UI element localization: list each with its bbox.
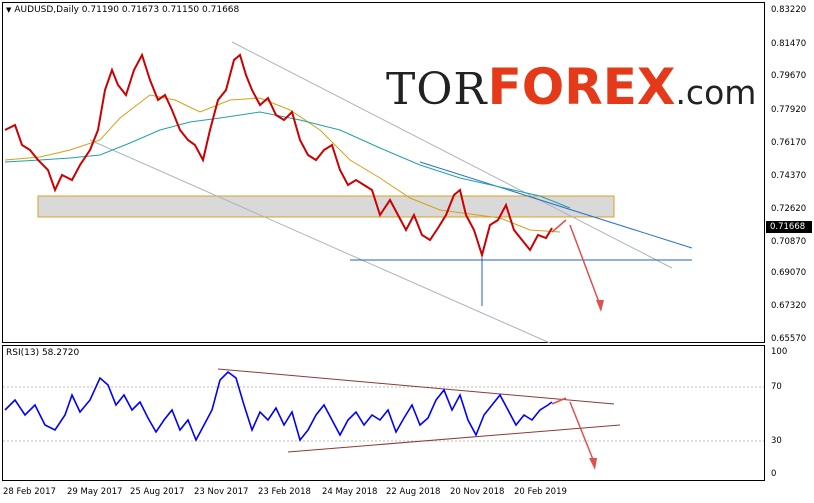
date-label: 22 Aug 2018	[386, 487, 441, 497]
current-price-badge: 0.71668	[766, 221, 812, 233]
torforex-logo: TORFOREX.com	[386, 58, 756, 116]
price-label: 0.70870	[771, 237, 807, 247]
price-candles	[4, 52, 553, 259]
rsi-level-label: 0	[771, 469, 777, 479]
date-label: 23 Feb 2018	[258, 487, 311, 497]
price-label: 0.83220	[771, 5, 807, 15]
price-label: 0.65570	[771, 334, 807, 344]
date-label: 24 May 2018	[322, 487, 378, 497]
price-label: 0.67320	[771, 301, 807, 311]
chart-title: ▼ AUDUSD,Daily 0.71190 0.71673 0.71150 0.…	[6, 5, 239, 15]
rsi-line	[4, 370, 553, 442]
date-label: 20 Nov 2018	[450, 487, 505, 497]
price-label: 0.72620	[771, 204, 807, 214]
date-label: 28 Feb 2017	[3, 487, 56, 497]
price-arrow-down-head	[596, 300, 604, 312]
rsi-upper-trendline	[217, 368, 615, 405]
rsi-indicator-pane[interactable]	[2, 345, 765, 481]
rsi-title: RSI(13) 58.2720	[6, 348, 80, 358]
ma-slow-line	[4, 111, 571, 209]
date-label: 23 Nov 2017	[194, 487, 249, 497]
price-label: 0.76170	[771, 138, 807, 148]
rsi-arrow-up	[551, 397, 567, 405]
logo-forex: FOREX	[487, 58, 676, 116]
price-chart-pane[interactable]	[2, 2, 765, 343]
date-label: 20 Feb 2019	[514, 487, 567, 497]
channel-mid-line	[419, 161, 693, 249]
price-label: 0.74370	[771, 171, 807, 181]
resistance-zone	[37, 195, 615, 218]
date-label: 29 May 2017	[67, 487, 123, 497]
price-arrow-up	[551, 219, 567, 233]
rsi-level-label: 70	[771, 382, 782, 392]
rsi-level-label: 30	[771, 436, 782, 446]
chart-symbol-info: AUDUSD,Daily 0.71190 0.71673 0.71150 0.7…	[14, 5, 240, 15]
price-label: 0.77920	[771, 105, 807, 115]
logo-tor: TOR	[386, 64, 488, 115]
price-label: 0.69070	[771, 268, 807, 278]
rsi-level-label: 100	[771, 347, 788, 357]
logo-com: .com	[675, 73, 757, 112]
rsi-arrow-down-head	[589, 458, 597, 470]
channel-upper-line	[231, 41, 673, 269]
rsi-lower-trendline	[287, 424, 621, 453]
price-label: 0.79670	[771, 71, 807, 81]
date-label: 25 Aug 2017	[130, 487, 185, 497]
dropdown-arrow-icon[interactable]: ▼	[6, 6, 12, 14]
rsi-arrow-down	[569, 401, 595, 463]
price-label: 0.81470	[771, 39, 807, 49]
price-arrow-down	[569, 224, 601, 306]
channel-lower-line	[89, 139, 551, 344]
